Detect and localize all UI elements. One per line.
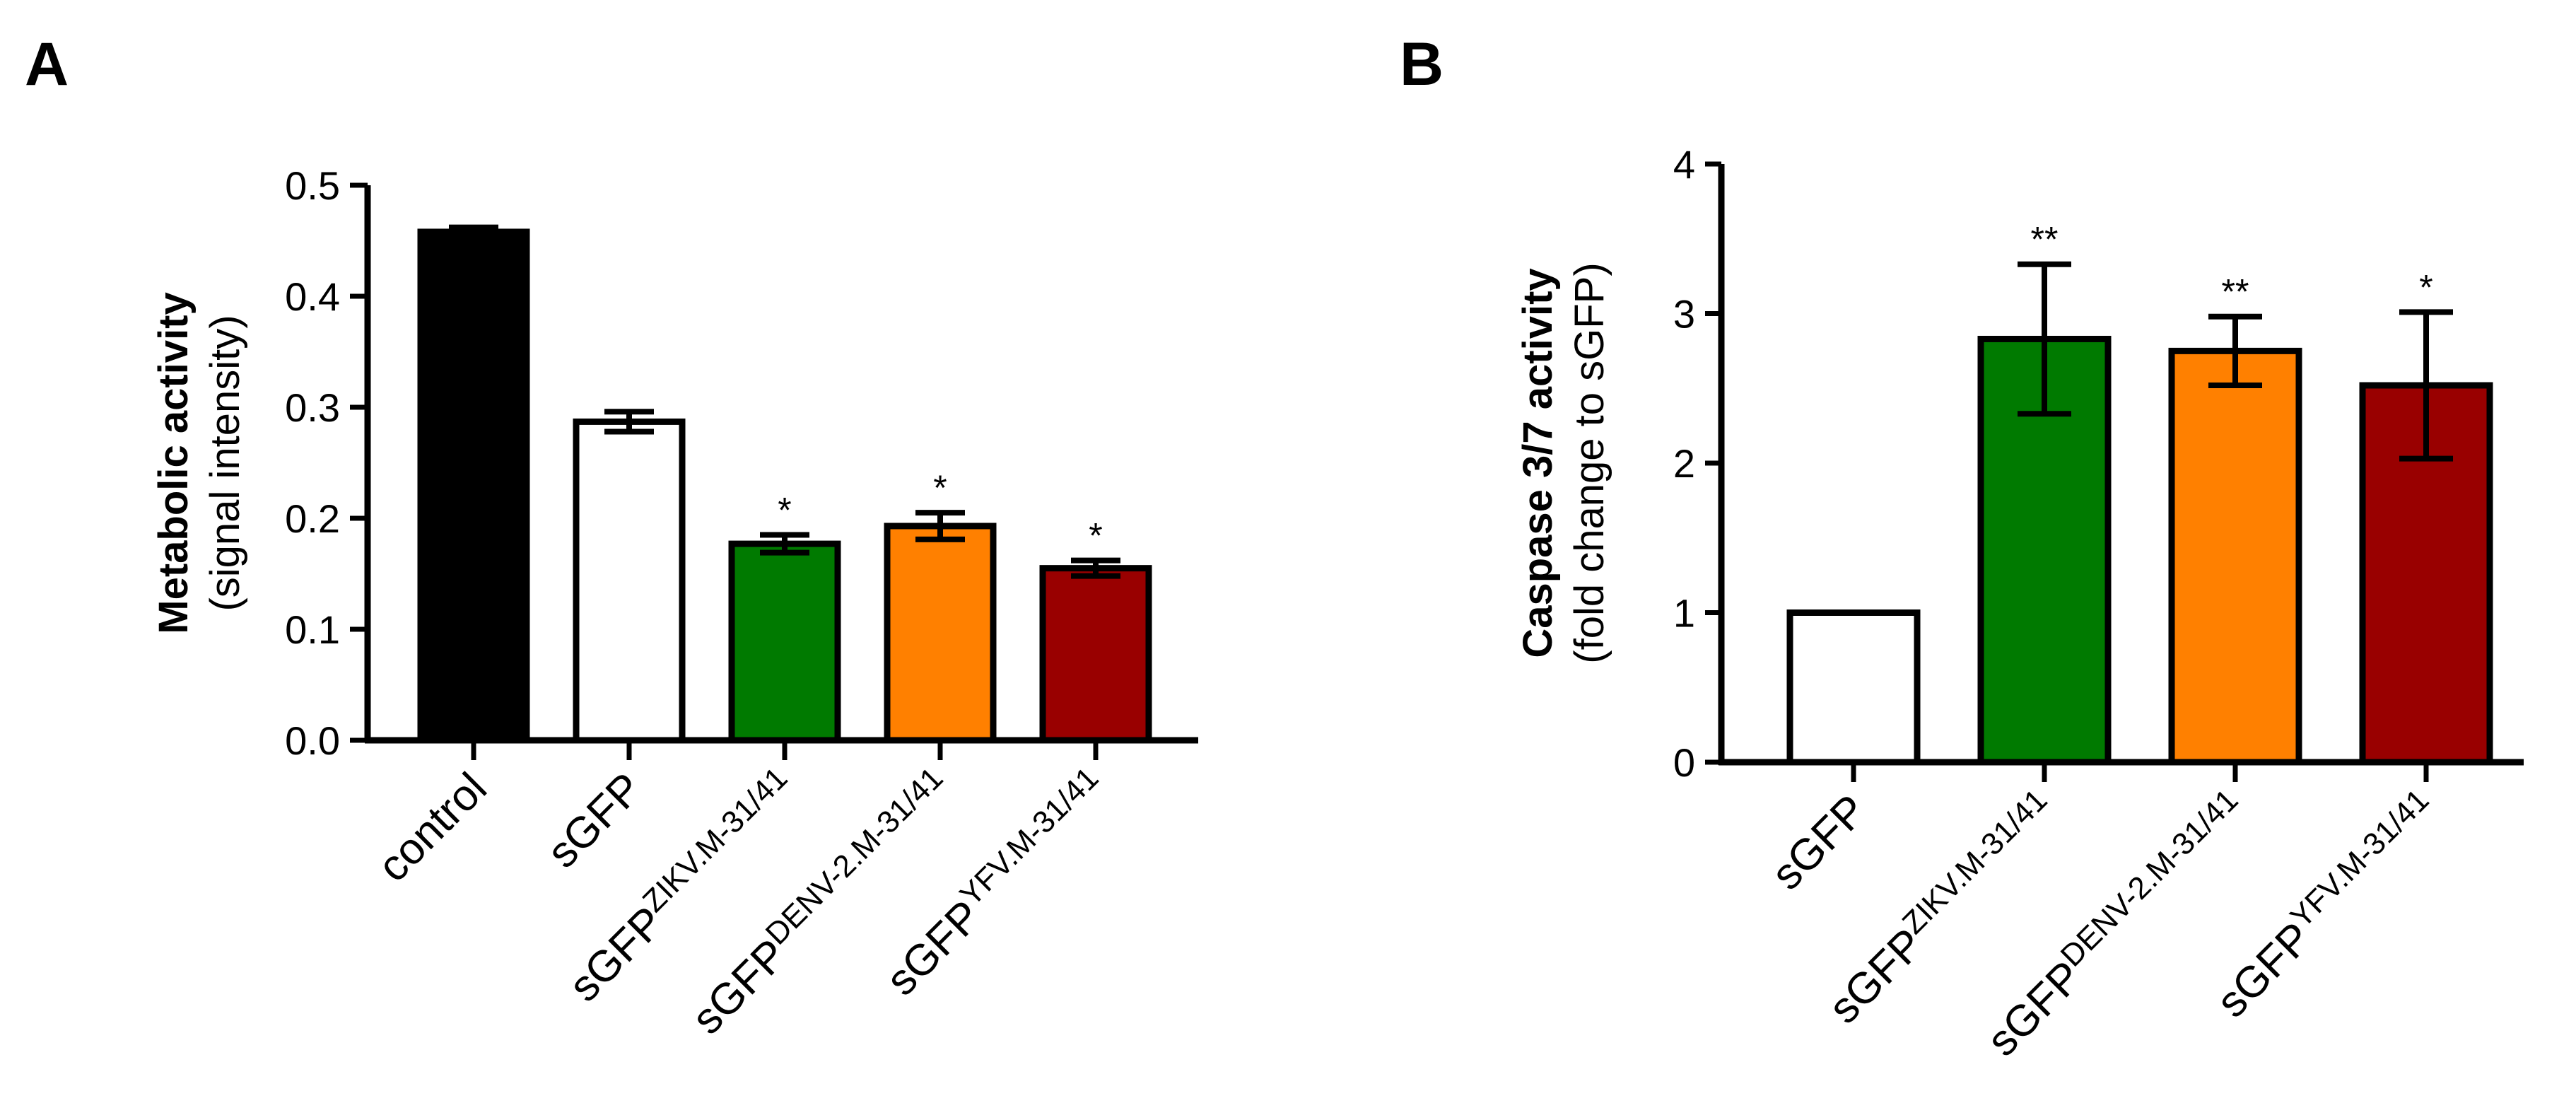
panel-b-y-tick-label: 1 <box>1673 591 1695 636</box>
panel-a-y-tick-label: 0.2 <box>285 496 340 541</box>
panel-a-bar <box>884 523 997 744</box>
panel-a-y-tick-label: 0.0 <box>285 718 340 763</box>
panel-b-category-label: sGFP <box>1762 786 1876 899</box>
panel-a-y-tick-label: 0.5 <box>285 163 340 208</box>
panel-a-error-bar <box>604 409 654 435</box>
panel-a-category-label: control <box>369 764 496 891</box>
panel-a-y-axis-label: Metabolic activity <box>151 292 197 634</box>
panel-b-y-tick-label: 0 <box>1673 740 1695 785</box>
panel-a-error-bar <box>760 532 809 556</box>
panel-b-letter: B <box>1400 30 1444 98</box>
panel-a-significance-label: * <box>778 491 791 530</box>
panel-a-significance-label: * <box>1089 516 1102 556</box>
panel-b-y-axis-label: Caspase 3/7 activity <box>1515 268 1561 658</box>
panel-b-error-bar <box>2018 261 2071 417</box>
panel-a-y-tick-label: 0.1 <box>285 607 340 652</box>
panel-b-bar <box>1786 609 1921 766</box>
panel-b-significance-label: ** <box>2222 272 2249 312</box>
panel-b-y-tick-label: 4 <box>1673 142 1695 187</box>
panel-a-bar <box>573 418 686 744</box>
panel-b-category-label: sGFPYFV.M-31/41 <box>2204 783 2449 1027</box>
panel-a: A 0.0 0.1 0.2 0.3 0.4 0.5 * * * control sGFPsGFP… <box>25 30 1198 1044</box>
panel-a-category-label: sGFP <box>538 764 652 877</box>
panel-b-significance-label: * <box>2419 267 2432 307</box>
panel-b-y-axis-sublabel: (fold change to sGFP) <box>1567 262 1612 663</box>
panel-b-bar <box>2168 347 2302 766</box>
panel-a-error-bar <box>449 224 498 240</box>
panel-b-error-bar <box>2399 309 2453 462</box>
panel-a-error-bar <box>915 510 965 542</box>
panel-a-letter: A <box>25 30 69 98</box>
panel-a-y-tick-label: 0.4 <box>285 274 340 319</box>
panel-b-y-tick-label: 3 <box>1673 292 1695 337</box>
panel-a-significance-label: * <box>933 468 947 508</box>
panel-a-bar <box>728 540 841 744</box>
panel-a-y-axis-sublabel: (signal intensity) <box>202 315 248 611</box>
panel-a-bar <box>417 228 530 744</box>
panel-a-error-bar <box>1071 557 1120 579</box>
panel-a-bar <box>1039 565 1152 744</box>
panel-b-significance-label: ** <box>2031 220 2059 259</box>
panel-b-error-bar <box>2208 313 2262 389</box>
panel-b-y-tick-label: 2 <box>1673 441 1695 486</box>
panel-a-y-tick-label: 0.3 <box>285 385 340 430</box>
panel-a-category-label: sGFPDENV-2.M-31/41 <box>680 761 963 1044</box>
